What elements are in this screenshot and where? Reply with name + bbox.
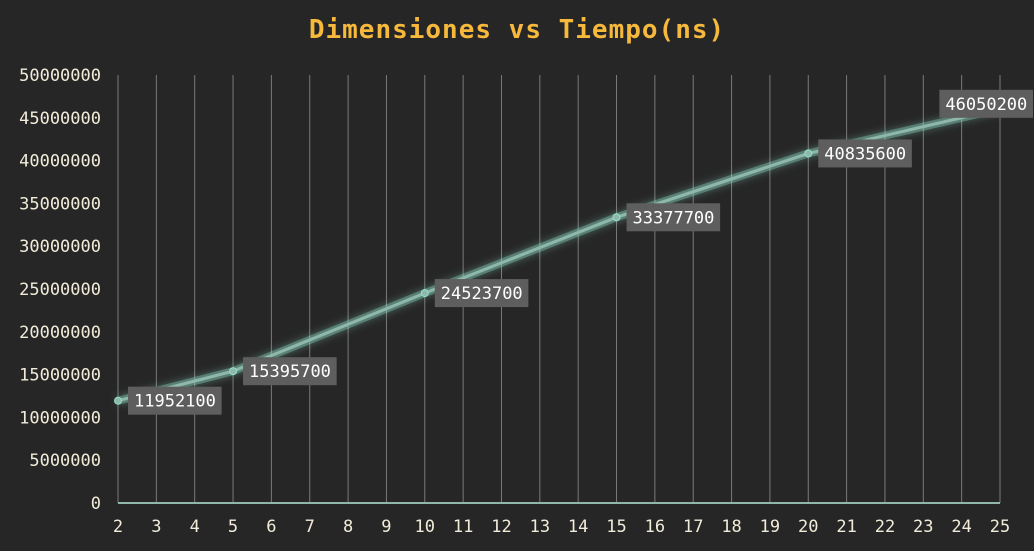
- data-point-10: [420, 289, 429, 298]
- x-tick-label-18: 18: [721, 517, 741, 537]
- chart-title: Dimensiones vs Tiempo(ns): [308, 15, 726, 45]
- y-tick-label-0: 0: [91, 494, 101, 514]
- x-tick-label-13: 13: [530, 517, 550, 537]
- y-tick-label-10000000: 10000000: [19, 408, 101, 428]
- x-tick-label-23: 23: [913, 517, 933, 537]
- x-tick-label-7: 7: [305, 517, 315, 537]
- data-label-10: 24523700: [441, 284, 523, 304]
- y-tick-labels: 0 5000000 10000000 15000000 20000000 25000000…: [19, 66, 101, 514]
- x-tick-label-11: 11: [453, 517, 473, 537]
- data-point-2: [114, 396, 122, 405]
- x-tick-label-5: 5: [228, 517, 238, 537]
- x-tick-label-2: 2: [113, 517, 123, 537]
- y-tick-label-45000000: 45000000: [19, 109, 101, 129]
- data-label-box-10: [434, 279, 529, 308]
- y-tick-label-50000000: 50000000: [19, 66, 101, 86]
- x-tick-label-10: 10: [415, 517, 435, 537]
- x-tick-labels: 2 3 4 5 6 7 8 9 10 11 12 13 14 15 16 17 18 19 20 21 22 23 24 25: [113, 517, 1010, 537]
- data-label-box-2: [128, 386, 222, 415]
- x-tick-label-20: 20: [798, 517, 818, 537]
- data-label-2: 11952100: [134, 392, 216, 412]
- y-tick-label-20000000: 20000000: [19, 323, 101, 343]
- data-label-20: 40835600: [824, 144, 906, 164]
- x-tick-label-25: 25: [990, 517, 1010, 537]
- x-tick-label-8: 8: [343, 517, 353, 537]
- x-tick-label-12: 12: [491, 517, 511, 537]
- data-point-15: [612, 213, 621, 222]
- y-tick-label-35000000: 35000000: [19, 194, 101, 214]
- data-label-15: 33377700: [633, 208, 715, 228]
- x-tick-label-3: 3: [151, 517, 161, 537]
- x-tick-label-19: 19: [760, 517, 780, 537]
- x-tick-label-15: 15: [606, 517, 626, 537]
- data-label-5: 15395700: [249, 362, 331, 382]
- y-tick-label-5000000: 5000000: [29, 451, 101, 471]
- data-labels: 11952100 15395700 24523700 33377700 40835600…: [128, 89, 1033, 415]
- data-label-25: 46050200: [945, 95, 1027, 115]
- data-point-5: [229, 367, 238, 376]
- x-tick-label-24: 24: [951, 517, 971, 537]
- data-label-box-25: [939, 89, 1033, 118]
- x-tick-label-16: 16: [645, 517, 665, 537]
- data-label-box-5: [243, 357, 337, 386]
- data-point-20: [804, 149, 813, 158]
- x-tick-label-6: 6: [266, 517, 276, 537]
- data-label-box-20: [818, 139, 912, 168]
- y-tick-label-30000000: 30000000: [19, 237, 101, 257]
- x-tick-label-17: 17: [683, 517, 703, 537]
- data-label-box-15: [626, 203, 721, 232]
- x-tick-label-9: 9: [381, 517, 391, 537]
- x-tick-label-21: 21: [836, 517, 856, 537]
- x-tick-label-14: 14: [568, 517, 588, 537]
- y-tick-label-15000000: 15000000: [19, 366, 101, 386]
- x-tick-label-4: 4: [190, 517, 200, 537]
- y-tick-label-40000000: 40000000: [19, 152, 101, 172]
- x-tick-label-22: 22: [875, 517, 895, 537]
- y-tick-label-25000000: 25000000: [19, 280, 101, 300]
